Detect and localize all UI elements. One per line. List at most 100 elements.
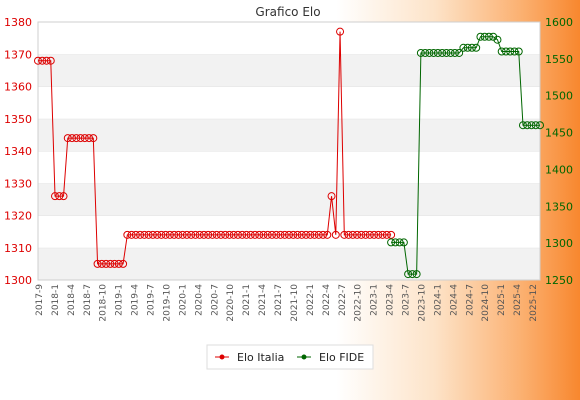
- data-point: [233, 230, 242, 239]
- data-point: [357, 230, 366, 239]
- x-tick-label: 2020-7: [210, 284, 220, 316]
- data-point: [497, 47, 506, 56]
- data-point: [378, 230, 387, 239]
- data-point: [365, 230, 374, 239]
- data-point: [216, 230, 225, 239]
- x-tick-label: 2018-4: [67, 284, 77, 316]
- data-point: [140, 230, 149, 239]
- right-tick-label: 1250: [545, 274, 573, 287]
- data-point: [68, 134, 77, 143]
- data-point: [302, 230, 311, 239]
- data-point: [399, 238, 408, 247]
- data-point: [327, 192, 336, 201]
- x-tick-label: 2019-10: [162, 284, 172, 322]
- data-point: [259, 230, 268, 239]
- x-tick-label: 2021-4: [258, 284, 268, 316]
- data-point: [510, 47, 519, 56]
- series-elo-italia: [34, 27, 396, 268]
- data-point: [46, 56, 55, 65]
- data-point: [157, 230, 166, 239]
- data-point: [246, 230, 255, 239]
- data-point: [348, 230, 357, 239]
- grid-band: [38, 54, 540, 87]
- data-point: [285, 230, 293, 239]
- data-point: [319, 230, 328, 239]
- data-point: [263, 230, 272, 239]
- data-point: [353, 230, 362, 239]
- x-tick-label: 2022-4: [322, 284, 332, 316]
- x-tick-label: 2024-7: [465, 284, 475, 316]
- x-tick-label: 2018-10: [99, 284, 109, 322]
- right-tick-label: 1400: [545, 163, 573, 176]
- x-tick-label: 2024-1: [433, 284, 443, 316]
- data-point: [80, 134, 89, 143]
- data-point: [314, 230, 323, 239]
- x-tick-label: 2023-1: [370, 284, 380, 316]
- data-point: [131, 230, 140, 239]
- data-point: [501, 47, 510, 56]
- left-tick-label: 1330: [4, 177, 32, 190]
- data-point: [429, 48, 438, 57]
- data-point: [229, 230, 238, 239]
- data-point: [242, 230, 251, 239]
- legend-label: Elo Italia: [237, 351, 284, 364]
- data-point: [374, 230, 383, 239]
- data-point: [114, 259, 123, 268]
- legend-marker: [219, 354, 225, 360]
- data-point: [472, 43, 481, 52]
- data-point: [72, 134, 81, 143]
- data-point: [136, 230, 145, 239]
- data-point: [153, 230, 162, 239]
- data-point: [421, 48, 430, 57]
- data-point: [323, 230, 332, 239]
- series-layer: [34, 27, 544, 279]
- legend-item[interactable]: Elo Italia: [215, 351, 284, 364]
- left-tick-label: 1300: [4, 274, 32, 287]
- data-point: [63, 134, 72, 143]
- left-tick-label: 1340: [4, 145, 32, 158]
- data-point: [85, 134, 94, 143]
- data-point: [255, 230, 264, 239]
- x-tick-label: 2020-4: [194, 284, 204, 316]
- legend-item[interactable]: Elo FIDE: [297, 351, 364, 364]
- data-point: [361, 230, 370, 239]
- x-tick-label: 2021-1: [242, 284, 252, 316]
- data-point: [165, 230, 174, 239]
- data-point: [382, 230, 391, 239]
- data-point: [127, 230, 136, 239]
- data-point: [467, 43, 476, 52]
- data-point: [514, 47, 523, 56]
- legend-box: [206, 344, 374, 370]
- data-point: [493, 35, 502, 44]
- data-point: [102, 259, 111, 268]
- x-tick-label: 2025-4: [513, 284, 523, 316]
- right-tick-label: 1450: [545, 127, 573, 140]
- data-point: [527, 121, 536, 130]
- data-point: [425, 48, 434, 57]
- data-point: [93, 259, 102, 268]
- data-point: [412, 270, 421, 279]
- x-tick-label: 2020-10: [226, 284, 236, 322]
- data-point: [484, 32, 493, 41]
- data-point: [480, 32, 489, 41]
- x-tick-label: 2023-10: [417, 284, 427, 322]
- grid-band: [38, 118, 540, 151]
- data-point: [76, 134, 85, 143]
- data-point: [442, 48, 451, 57]
- data-point: [404, 270, 413, 279]
- legend[interactable]: Elo Italia Elo FIDE: [206, 344, 374, 370]
- x-tick-label: 2022-7: [338, 284, 348, 316]
- x-tick-label: 2025-12: [529, 284, 539, 322]
- data-point: [174, 230, 183, 239]
- x-tick-label: 2022-10: [354, 284, 364, 322]
- x-tick-label: 2019-4: [131, 284, 141, 316]
- right-tick-label: 1350: [545, 200, 573, 213]
- x-tick-label: 2024-10: [481, 284, 491, 322]
- data-point: [250, 230, 259, 239]
- data-point: [161, 230, 170, 239]
- data-point: [195, 230, 204, 239]
- data-point: [370, 230, 379, 239]
- right-tick-label: 1600: [545, 16, 573, 29]
- data-point: [199, 230, 208, 239]
